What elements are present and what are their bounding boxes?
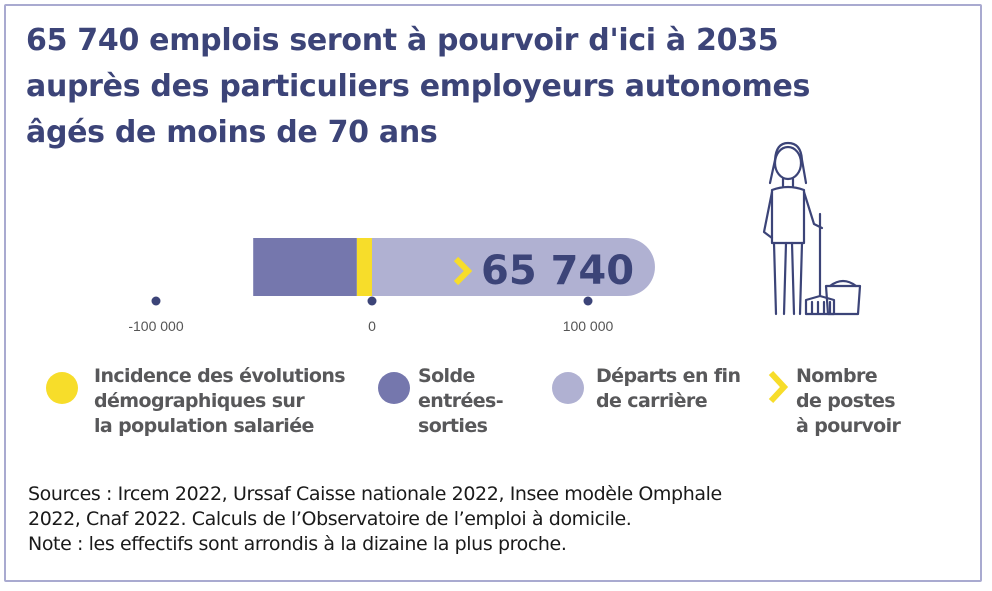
result-value-label: 65 740 [481, 248, 634, 294]
bar-segment [253, 238, 357, 296]
title-line: 65 740 emplois seront à pourvoir d'ici à… [26, 23, 779, 58]
legend-label: Solde entrées-sorties [418, 365, 504, 437]
legend-swatch-lavender [552, 372, 584, 404]
cleaning-woman-with-mop-and-bucket-icon [762, 141, 862, 316]
tick-label: 100 000 [563, 318, 614, 334]
bar-segment [356, 238, 372, 296]
axis-tick-dot [583, 296, 593, 306]
axis-tick-dot [367, 296, 377, 306]
legend-swatch-yellow [46, 372, 78, 404]
legend-label: Nombre de postes à pourvoir [796, 365, 901, 437]
result-chevron-icon [453, 256, 473, 286]
legend-label: Départs en fin de carrière [596, 365, 741, 412]
title-line: auprès des particuliers employeurs auton… [26, 69, 811, 104]
infographic-frame [4, 4, 982, 582]
title-line: âgés de moins de 70 ans [26, 115, 438, 150]
sources-note: Sources : Ircem 2022, Urssaf Caisse nati… [28, 482, 968, 557]
sources-line: Sources : Ircem 2022, Urssaf Caisse nati… [28, 483, 722, 505]
legend-label: Incidence des évolutions démographiques s… [94, 365, 346, 437]
tick-label: 0 [368, 318, 376, 334]
legend-swatch-violet [378, 372, 410, 404]
chart-title: 65 740 emplois seront à pourvoir d'ici à… [26, 18, 846, 156]
note-line: Note : les effectifs sont arrondis à la … [28, 533, 567, 555]
sources-line: 2022, Cnaf 2022. Calculs de l’Observatoi… [28, 508, 632, 530]
tick-label: -100 000 [128, 318, 183, 334]
chevron-right-icon [768, 370, 789, 404]
axis-tick-dot [151, 296, 161, 306]
bar-segment [372, 238, 655, 296]
